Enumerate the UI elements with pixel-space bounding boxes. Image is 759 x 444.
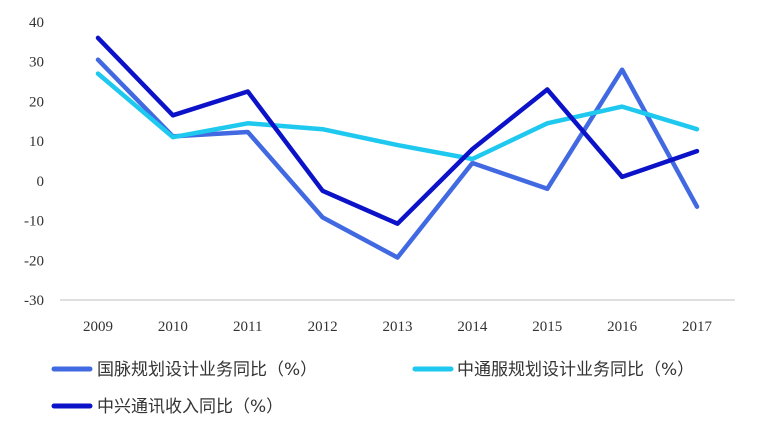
series-group [95, 35, 700, 260]
y-tick-label: -10 [24, 214, 44, 230]
y-tick-label: -30 [24, 293, 44, 309]
x-tick-label: 2016 [607, 319, 638, 335]
legend-label-1: 国脉规划设计业务同比（%） [97, 360, 317, 380]
x-tick-label: 2009 [83, 319, 113, 335]
y-tick-label: -20 [24, 253, 44, 269]
legend: 国脉规划设计业务同比（%） 中通服规划设计业务同比（%） 中兴通讯收入同比（%） [51, 360, 694, 417]
x-tick-label: 2017 [682, 319, 713, 335]
series-line-3 [95, 35, 700, 226]
x-tick-label: 2015 [532, 319, 562, 335]
series-line-1 [95, 57, 700, 260]
series-line-2 [95, 71, 700, 162]
x-tick-label: 2012 [308, 319, 338, 335]
legend-label-2: 中通服规划设计业务同比（%） [457, 360, 694, 380]
y-tick-label: 20 [29, 94, 44, 110]
y-tick-label: 30 [29, 55, 44, 71]
x-tick-label: 2013 [383, 319, 413, 335]
x-tick-label: 2010 [158, 319, 188, 335]
y-axis: 40 30 20 10 0 -10 -20 -30 [24, 15, 44, 309]
x-axis: 2009 2010 2011 2012 2013 2014 2015 2016 2017 [83, 319, 713, 335]
y-tick-label: 40 [29, 15, 44, 31]
y-tick-label: 10 [29, 134, 44, 150]
x-tick-label: 2011 [233, 319, 262, 335]
y-tick-label: 0 [37, 174, 45, 190]
x-tick-label: 2014 [457, 319, 488, 335]
legend-label-3: 中兴通讯收入同比（%） [97, 397, 283, 417]
